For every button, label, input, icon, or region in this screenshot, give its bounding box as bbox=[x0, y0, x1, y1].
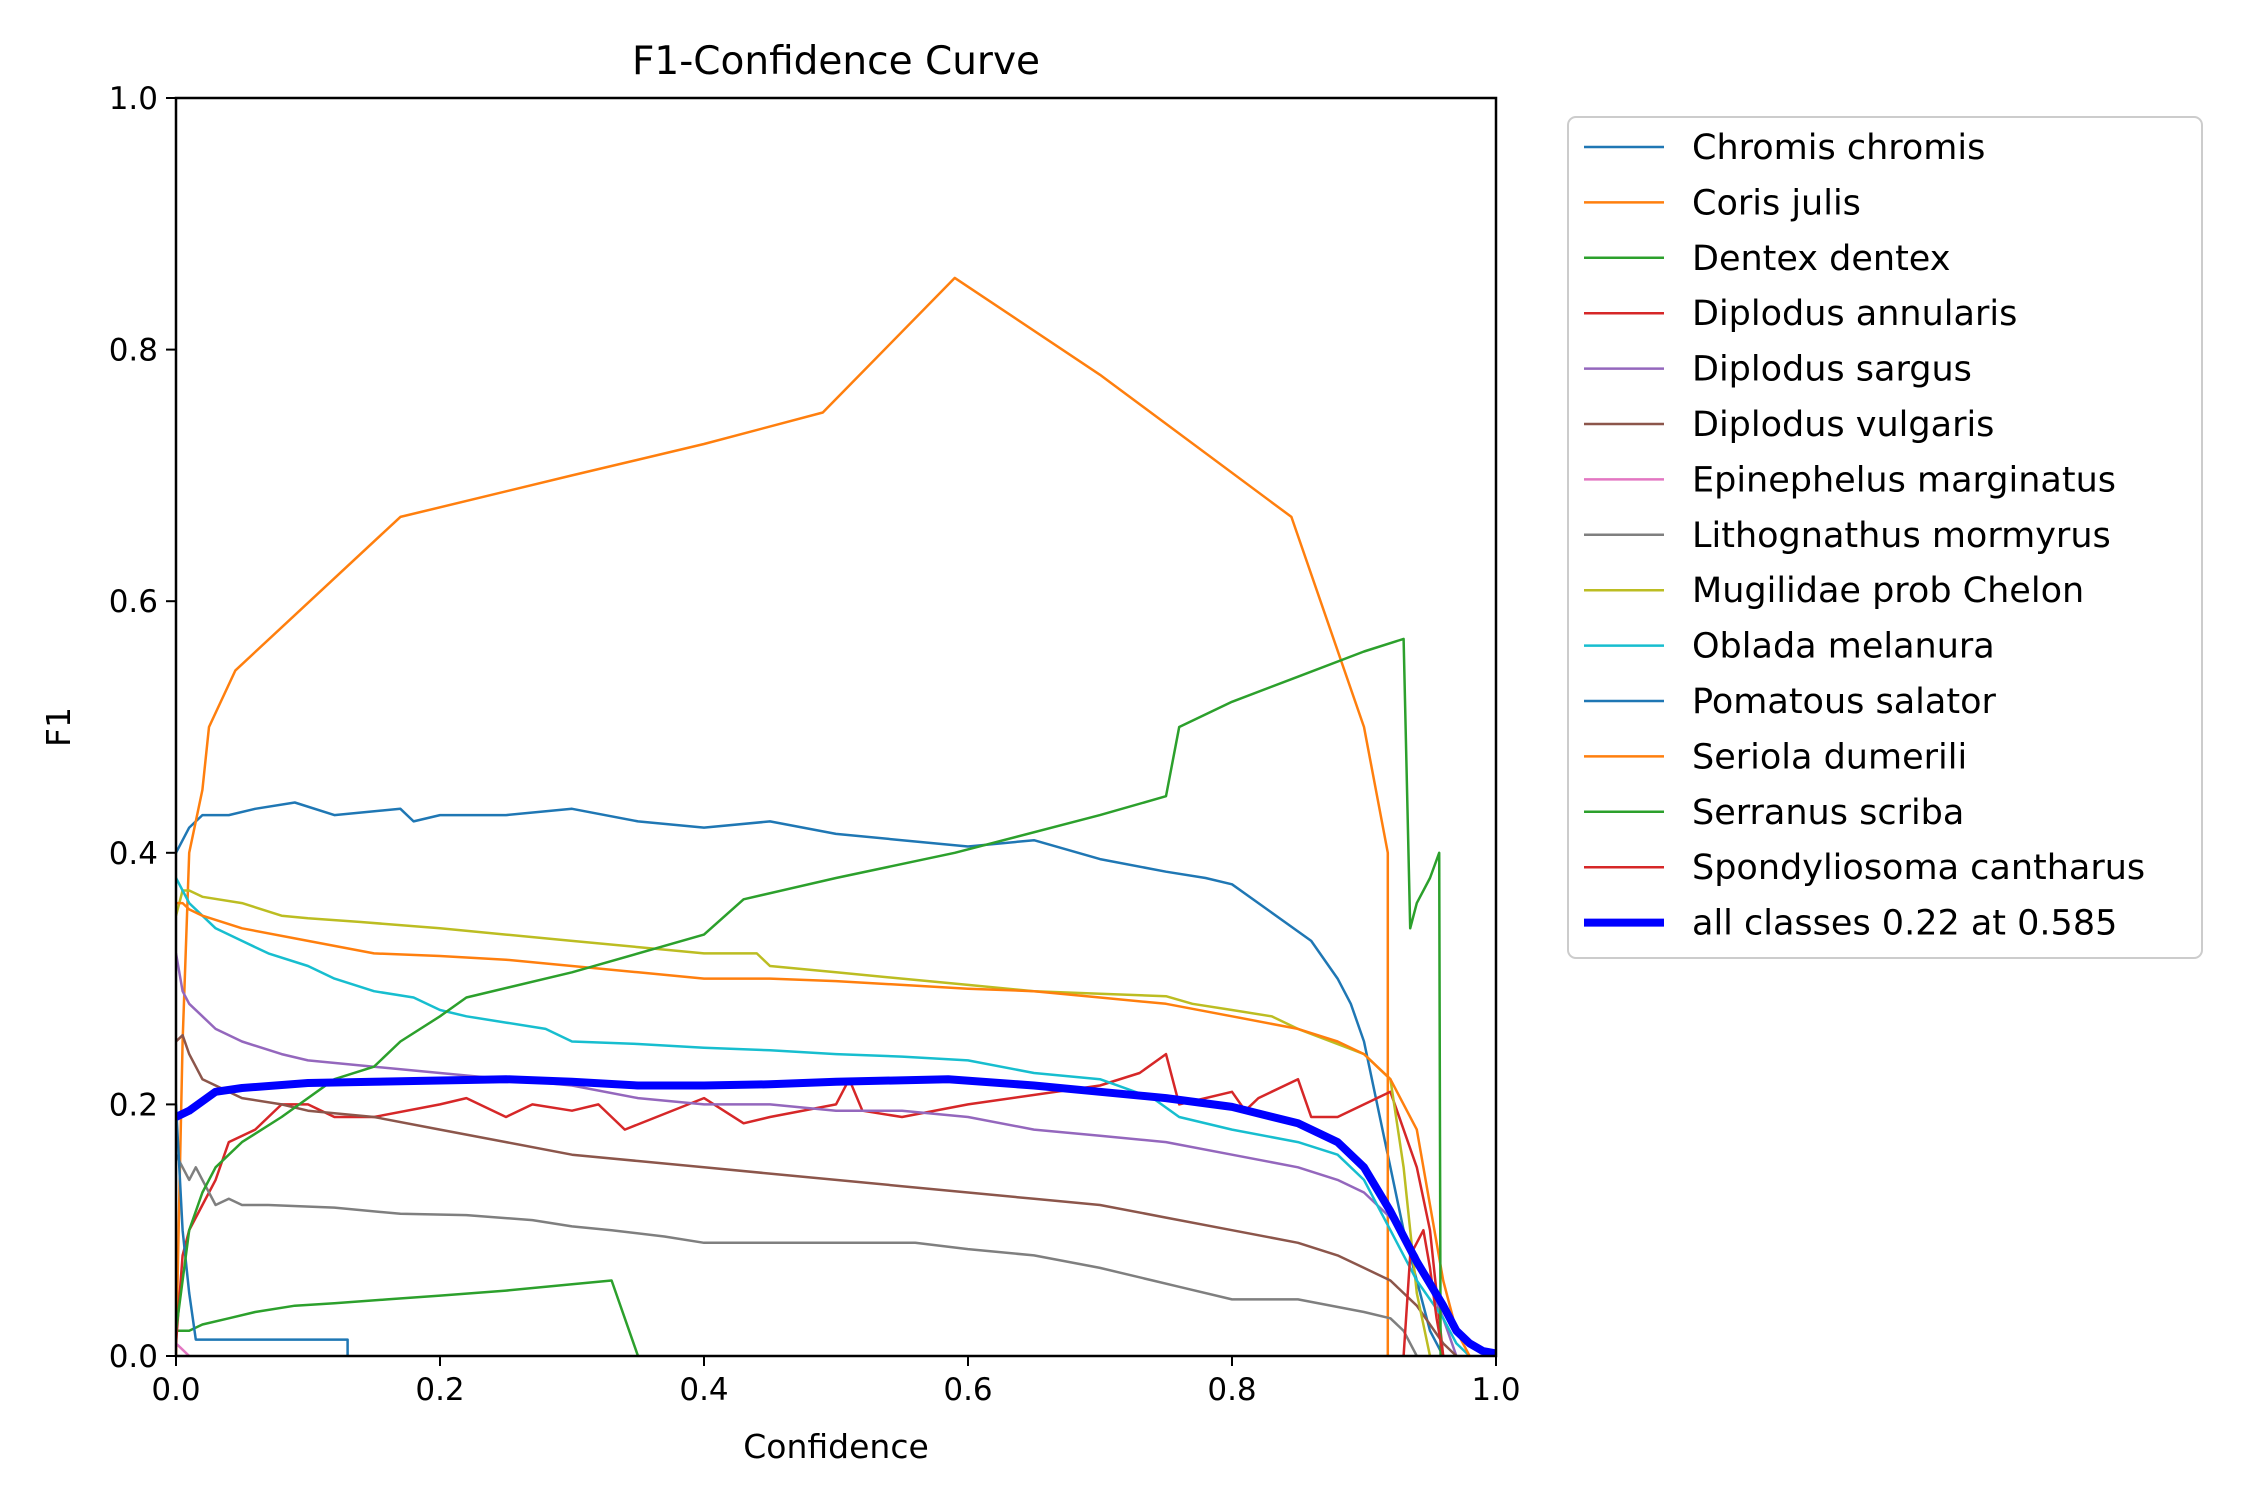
y-axis: 0.0 0.2 0.4 0.6 0.8 1.0 bbox=[109, 81, 176, 1375]
legend-label-7: Lithognathus mormyrus bbox=[1692, 516, 2111, 556]
legend-label-12: Serranus scriba bbox=[1692, 793, 1964, 833]
legend-label-14: all classes 0.22 at 0.585 bbox=[1692, 904, 2117, 944]
series-line-5 bbox=[176, 1033, 1458, 1356]
legend: Chromis chromis Coris julis Dentex dentex D… bbox=[1567, 116, 2203, 959]
series-line-2 bbox=[176, 1279, 640, 1356]
plot-frame bbox=[174, 96, 1498, 1358]
series-layer bbox=[176, 276, 1496, 1356]
y-axis-label: F1 bbox=[39, 707, 78, 747]
legend-label-4: Diplodus sargus bbox=[1692, 350, 1972, 390]
legend-label-11: Seriola dumerili bbox=[1692, 737, 1967, 777]
series-line-9 bbox=[176, 877, 1471, 1356]
series-line-6 bbox=[176, 1342, 191, 1356]
x-tick-label: 0.0 bbox=[151, 1372, 200, 1408]
x-axis: 0.0 0.2 0.4 0.6 0.8 1.0 bbox=[151, 1356, 1521, 1408]
legend-label-3: Diplodus annularis bbox=[1692, 294, 2017, 334]
series-line-11 bbox=[176, 901, 1471, 1356]
x-axis-label: Confidence bbox=[743, 1427, 929, 1466]
legend-label-2: Dentex dentex bbox=[1692, 239, 1950, 279]
series-line-4 bbox=[176, 953, 1458, 1356]
legend-label-6: Epinephelus marginatus bbox=[1692, 460, 2116, 500]
y-tick-label: 1.0 bbox=[109, 81, 158, 117]
series-line-0 bbox=[176, 801, 1445, 1356]
chart-title: F1-Confidence Curve bbox=[632, 39, 1040, 84]
legend-label-8: Mugilidae prob Chelon bbox=[1692, 571, 2084, 611]
x-tick-label: 1.0 bbox=[1471, 1372, 1520, 1408]
legend-label-1: Coris julis bbox=[1692, 183, 1861, 223]
legend-box bbox=[1567, 116, 2203, 959]
legend-label-0: Chromis chromis bbox=[1692, 128, 1985, 168]
legend-label-10: Pomatous salator bbox=[1692, 682, 1996, 722]
y-tick-label: 0.2 bbox=[109, 1087, 158, 1123]
series-line-10 bbox=[176, 1104, 349, 1356]
series-line-12 bbox=[176, 637, 1442, 1356]
series-line-8 bbox=[176, 889, 1432, 1356]
y-tick-label: 0.6 bbox=[109, 584, 158, 620]
y-tick-label: 0.8 bbox=[109, 333, 158, 369]
legend-label-13: Spondyliosoma cantharus bbox=[1692, 848, 2145, 888]
x-tick-label: 0.2 bbox=[415, 1372, 464, 1408]
y-tick-label: 0.4 bbox=[109, 836, 158, 872]
legend-label-5: Diplodus vulgaris bbox=[1692, 405, 1994, 445]
legend-label-9: Oblada melanura bbox=[1692, 627, 1995, 667]
x-tick-label: 0.6 bbox=[943, 1372, 992, 1408]
y-tick-label: 0.0 bbox=[109, 1339, 158, 1375]
x-tick-label: 0.4 bbox=[679, 1372, 728, 1408]
series-line-1 bbox=[176, 276, 1390, 1356]
x-tick-label: 0.8 bbox=[1207, 1372, 1256, 1408]
series-line-14 bbox=[176, 1075, 1496, 1356]
series-line-7 bbox=[176, 1154, 1418, 1356]
series-line-3 bbox=[176, 1052, 1445, 1356]
